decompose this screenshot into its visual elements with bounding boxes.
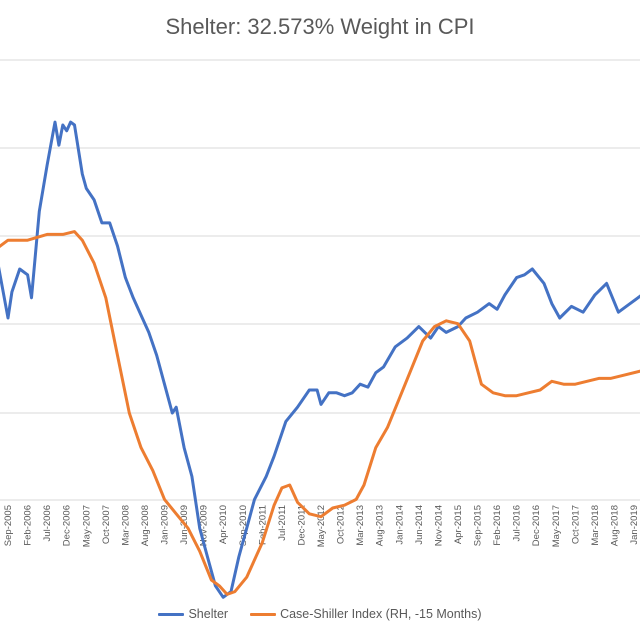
x-tick-label: Aug-2013	[375, 505, 386, 546]
x-tick-label: Oct-2012	[336, 505, 347, 544]
x-tick-label: Feb-2011	[257, 505, 268, 545]
x-tick-label: Aug-2008	[140, 505, 151, 546]
x-tick-label: Sep-2005	[3, 505, 14, 546]
x-tick-label: Mar-2018	[590, 505, 601, 546]
legend-swatch-case-shiller	[250, 612, 277, 616]
x-tick-label: Dec-2011	[296, 505, 307, 546]
x-tick-label: Feb-2006	[23, 505, 34, 546]
legend-swatch-shelter	[158, 612, 185, 616]
chart-legend: Shelter Case-Shiller Index (RH, -15 Mont…	[0, 607, 640, 621]
x-tick-label: Oct-2007	[101, 505, 112, 544]
x-tick-label: Aug-2018	[609, 505, 620, 546]
x-tick-label: May-2007	[81, 505, 92, 547]
legend-label-shelter: Shelter	[188, 607, 229, 621]
x-tick-label: Apr-2015	[453, 505, 464, 544]
x-tick-label: Oct-2017	[570, 505, 581, 544]
x-tick-label: Nov-2009	[199, 505, 210, 546]
x-tick-label: Jul-2006	[42, 505, 53, 541]
x-tick-label: Dec-2006	[62, 505, 73, 546]
legend-item-case-shiller: Case-Shiller Index (RH, -15 Months)	[250, 607, 482, 621]
legend-label-case-shiller: Case-Shiller Index (RH, -15 Months)	[280, 607, 482, 621]
x-tick-label: Jul-2011	[277, 505, 288, 541]
x-tick-label: Sep-2015	[473, 505, 484, 546]
legend-item-shelter: Shelter	[158, 607, 228, 621]
x-tick-label: Jul-2016	[512, 505, 523, 541]
x-tick-label: Jan-2019	[629, 505, 640, 545]
series-line-case-shiller	[0, 230, 640, 596]
x-tick-label: Dec-2016	[531, 505, 542, 546]
x-tick-label: Jan-2009	[160, 505, 171, 545]
x-tick-label: May-2017	[551, 505, 562, 547]
x-tick-label: Apr-2010	[218, 505, 229, 544]
x-tick-label: Mar-2008	[120, 505, 131, 546]
x-tick-label: Jun-2014	[414, 505, 425, 545]
chart-title: Shelter: 32.573% Weight in CPI	[165, 14, 475, 39]
series-line-shelter	[0, 120, 640, 599]
x-tick-label: Sep-2010	[238, 505, 249, 546]
x-tick-label: May-2012	[316, 505, 327, 547]
x-tick-label: Mar-2013	[355, 505, 366, 546]
x-tick-label: Feb-2016	[492, 505, 503, 546]
x-tick-label: Jan-2014	[394, 505, 405, 545]
x-tick-label: Nov-2014	[433, 505, 444, 546]
